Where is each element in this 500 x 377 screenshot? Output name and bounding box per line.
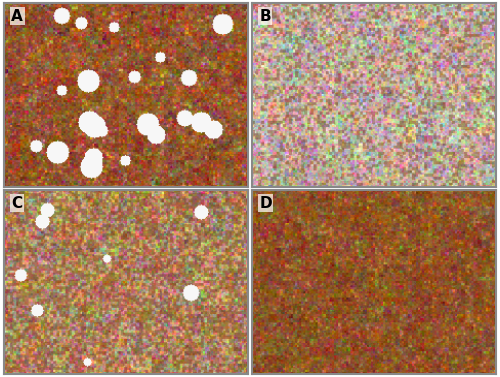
Text: C: C [12,196,22,210]
Text: B: B [260,9,271,23]
Text: D: D [260,196,272,210]
Text: A: A [12,9,23,23]
